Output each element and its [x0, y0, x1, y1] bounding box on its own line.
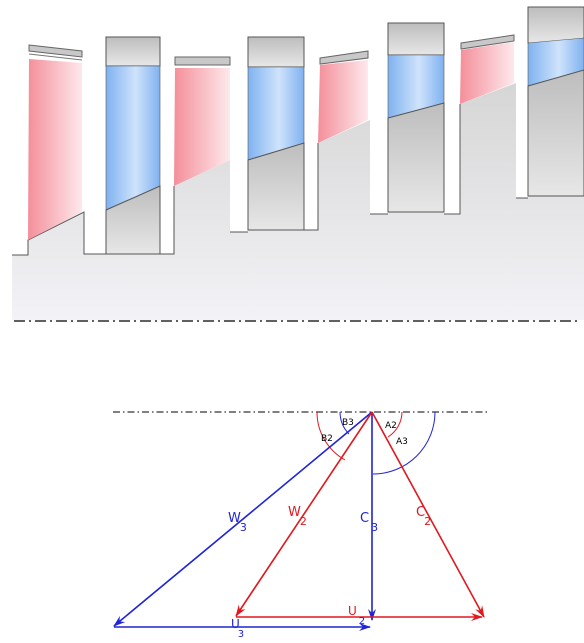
- angle-arc-b3: [339, 411, 350, 435]
- label-a2: A2: [385, 421, 397, 431]
- stator-hub-2: [247, 142, 305, 231]
- stator-casing-2: [247, 36, 305, 68]
- label-b3: B3: [342, 418, 354, 428]
- label-c3: C3: [360, 511, 378, 534]
- label-w2: W2: [288, 505, 307, 528]
- stator-hub-4: [527, 69, 584, 197]
- stator-casing-3: [387, 22, 445, 56]
- rotor-tip-2: [174, 56, 231, 66]
- stator-casing-1: [105, 36, 161, 67]
- stator-blade-1: [105, 65, 161, 211]
- vector-w3: [113, 411, 373, 627]
- rotor-blade-2: [174, 68, 230, 186]
- rotor-blade-4: [460, 42, 514, 104]
- rotor-tip-4: [460, 34, 515, 50]
- label-a3: A3: [396, 437, 408, 447]
- angle-arc-a3: [372, 411, 436, 475]
- stator-casing-4: [527, 6, 584, 44]
- blade-rows: [12, 6, 584, 322]
- stator-hub-1: [105, 185, 161, 255]
- stator-hub-3: [387, 102, 445, 213]
- vector-c2: [371, 411, 485, 618]
- label-b2: B2: [321, 434, 333, 444]
- angle-arc-b2: [316, 411, 346, 461]
- label-u: U2: [348, 604, 365, 627]
- rotor-blade-1: [28, 59, 82, 240]
- label-w3: W3: [228, 511, 247, 534]
- rotor-blade-3: [318, 60, 368, 143]
- angle-arc-a2: [387, 411, 403, 438]
- hub-outline: [12, 104, 528, 256]
- rotor-tip-1: [28, 44, 83, 58]
- rotor-tip-3: [319, 50, 369, 65]
- label-c2: C2: [416, 505, 431, 528]
- vector-w2: [235, 411, 373, 617]
